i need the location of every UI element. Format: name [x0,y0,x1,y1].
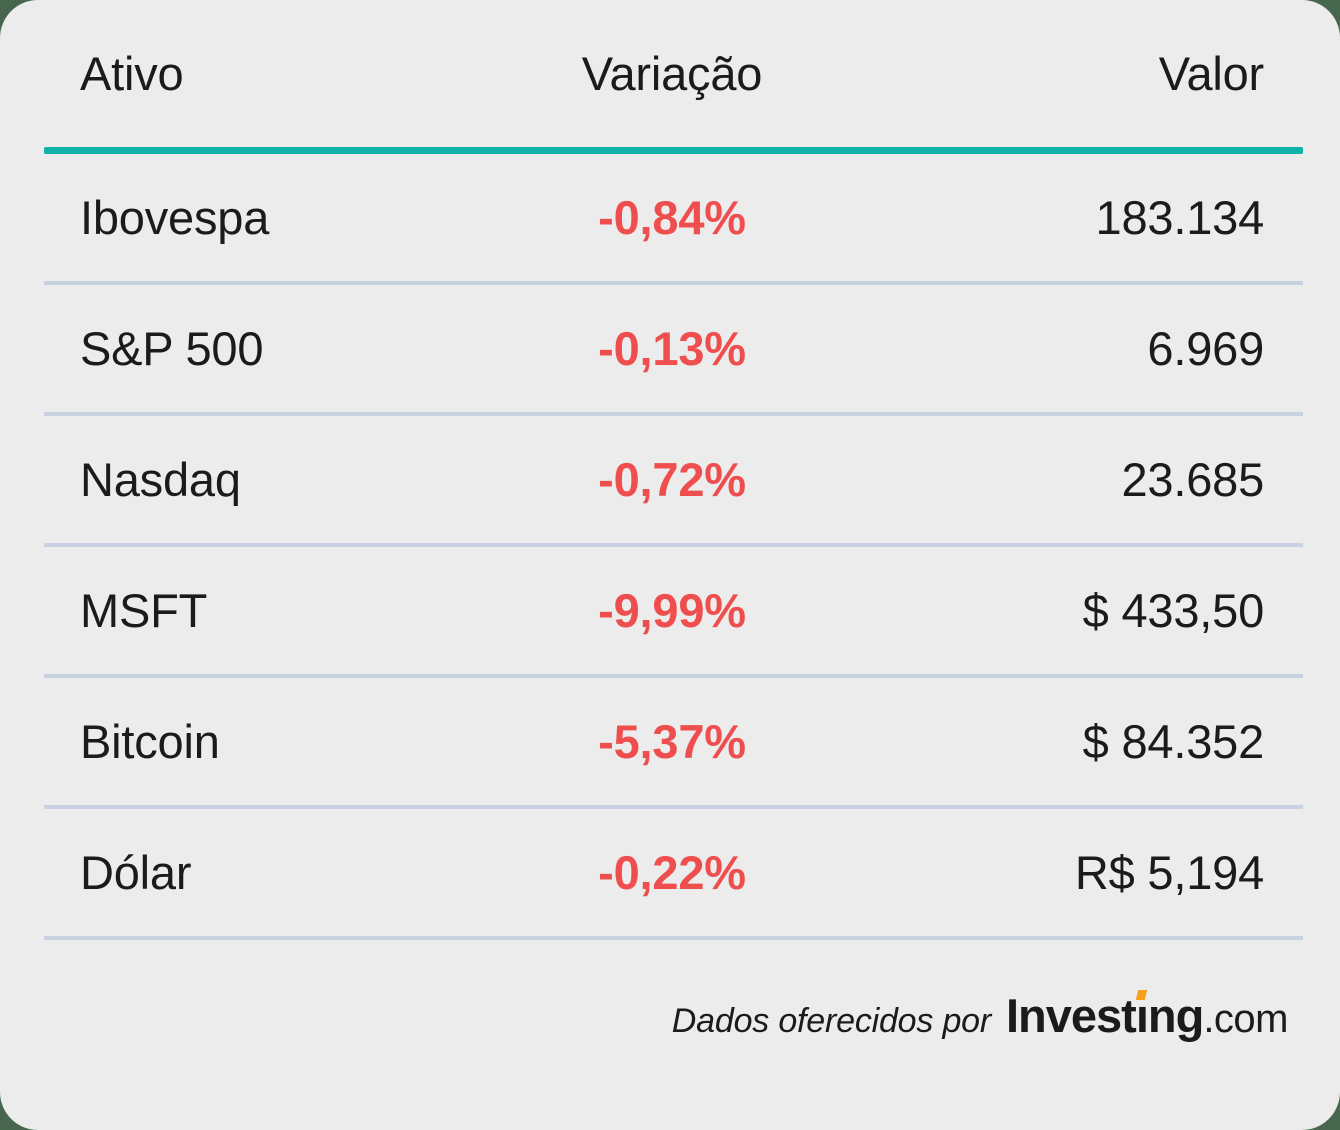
asset-name: Dólar [80,846,192,900]
change-value: -0,13% [598,322,746,376]
change-value: -0,84% [598,191,746,245]
investing-logo-accent-i: ı [1135,989,1149,1043]
header-valor: Valor [1158,47,1265,100]
table-row: MSFT -9,99% $ 433,50 [44,547,1303,679]
change-value: -0,72% [598,453,746,507]
header-underline [44,147,1303,155]
asset-value: R$ 5,194 [1074,846,1265,900]
table-row: Dólar -0,22% R$ 5,194 [44,809,1303,941]
header-ativo: Ativo [80,47,184,100]
table-row: Nasdaq -0,72% 23.685 [44,416,1303,548]
header-variacao: Variação [581,47,763,100]
table: Ativo Variação Valor Ibovespa -0,84% 183… [44,0,1303,1043]
change-value: -5,37% [598,715,746,769]
table-row: Ibovespa -0,84% 183.134 [44,154,1303,286]
change-value: -9,99% [598,584,746,638]
attribution-text: Dados oferecidos por [671,1002,991,1041]
asset-value: $ 84.352 [1082,715,1265,769]
asset-value: 6.969 [1147,322,1265,376]
attribution: Dados oferecidos por Investıng.com [44,940,1303,1043]
investing-logo-domain: .com [1203,997,1288,1042]
asset-name: Ibovespa [80,191,270,245]
table-row: S&P 500 -0,13% 6.969 [44,285,1303,417]
investing-logo[interactable]: Investıng.com [1005,988,1289,1043]
asset-value: 23.685 [1121,453,1265,507]
asset-name: Nasdaq [80,453,241,507]
asset-name: Bitcoin [80,715,220,769]
table-header: Ativo Variação Valor [44,0,1303,102]
asset-value: 183.134 [1095,191,1265,245]
asset-name: S&P 500 [80,322,264,376]
asset-name: MSFT [80,584,208,638]
asset-value: $ 433,50 [1082,584,1265,638]
table-row: Bitcoin -5,37% $ 84.352 [44,678,1303,810]
investing-logo-word: Investıng [1005,989,1204,1043]
change-value: -0,22% [598,846,746,900]
